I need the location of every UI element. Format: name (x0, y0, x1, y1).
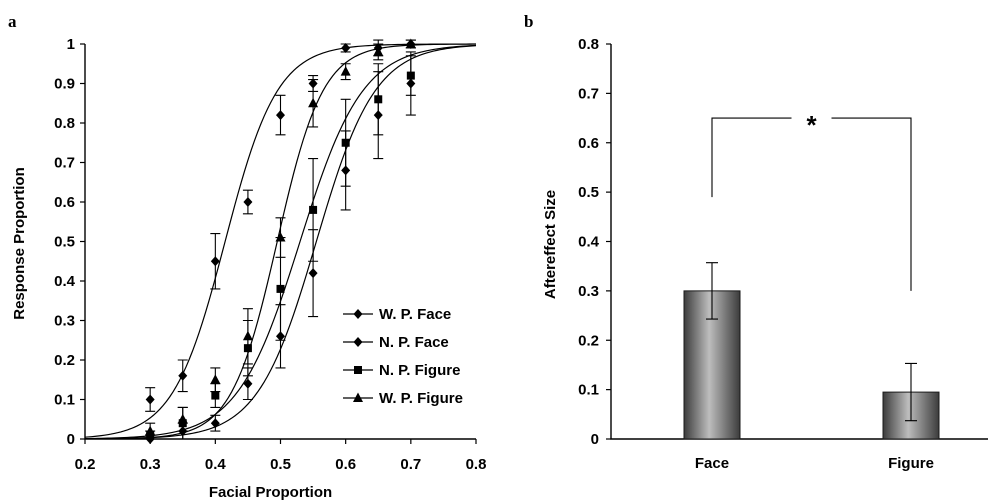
legend-label: N. P. Figure (379, 362, 460, 379)
legend-label: W. P. Face (379, 306, 451, 323)
panel-a-y-axis-label: Response Proportion (11, 167, 28, 320)
x-tick-label: 0.4 (205, 456, 227, 473)
y-tick-label: 0.6 (54, 194, 75, 211)
y-tick-label: 0.7 (578, 85, 599, 102)
panel-b-letter: b (524, 12, 533, 31)
legend-label: W. P. Figure (379, 390, 463, 407)
data-point (242, 330, 253, 341)
significance-star: * (806, 110, 817, 140)
data-point (243, 344, 252, 353)
panel-a-chart: a 00.10.20.30.40.50.60.70.80.91 0.2 0.3 0.… (8, 12, 486, 501)
y-tick-label: 0.3 (578, 283, 599, 300)
data-point (145, 425, 156, 436)
data-point (275, 232, 286, 242)
legend-marker (353, 309, 363, 319)
x-tick-label: 0.7 (400, 456, 421, 473)
panel-a-x-axis-label: Facial Proportion (209, 484, 332, 501)
y-tick-label: 0.8 (54, 115, 75, 132)
data-point (243, 378, 253, 389)
data-point (177, 413, 188, 424)
data-point (308, 268, 318, 279)
data-point (406, 78, 416, 89)
data-point (210, 374, 221, 384)
y-tick-label: 0.1 (578, 382, 599, 399)
data-point (210, 418, 220, 429)
y-tick-label: 0.9 (54, 76, 75, 93)
y-tick-label: 0.6 (578, 135, 599, 152)
panel-b-x-ticks: Face Figure (695, 455, 934, 472)
data-point (308, 78, 318, 89)
x-tick-label: 0.5 (270, 456, 291, 473)
data-point (276, 284, 285, 293)
y-tick-label: 0 (67, 431, 75, 448)
x-tick-label: 0.6 (335, 456, 356, 473)
x-tick-label: 0.3 (140, 456, 161, 473)
data-point (276, 331, 285, 342)
y-tick-label: 0.2 (578, 332, 599, 349)
error-bar (706, 262, 718, 320)
y-tick-label: 0.7 (54, 155, 75, 172)
y-tick-label: 0.4 (578, 234, 600, 251)
panel-b-chart: b 0 0.1 0.2 0.3 0.4 0.5 0.6 0.7 0.8 Face Figure *… (524, 12, 988, 472)
y-tick-label: 0.5 (578, 184, 599, 201)
x-category-label: Face (695, 455, 729, 472)
x-category-label: Figure (888, 455, 934, 472)
data-point (341, 42, 351, 53)
x-tick-label: 0.8 (466, 456, 487, 473)
y-tick-label: 0.1 (54, 392, 75, 409)
legend-marker (354, 366, 362, 374)
legend-marker (353, 392, 363, 402)
y-tick-label: 0.5 (54, 234, 75, 251)
data-point (341, 165, 351, 176)
panel-a-data-points (145, 38, 416, 444)
data-point (405, 38, 416, 48)
data-point (145, 394, 155, 405)
y-tick-label: 0 (591, 431, 599, 448)
y-tick-label: 0.3 (54, 313, 75, 330)
y-tick-label: 0.8 (578, 36, 599, 53)
panel-b-y-axis-label: Aftereffect Size (542, 190, 559, 299)
panel-b-axes (610, 44, 988, 440)
data-point (341, 138, 350, 147)
data-point (374, 95, 383, 104)
legend-marker (353, 337, 363, 347)
y-tick-label: 0.2 (54, 352, 75, 369)
data-point (373, 110, 383, 121)
panel-b-bars (683, 290, 940, 440)
data-point (178, 426, 188, 437)
panel-a-legend: W. P. Face N. P. Face N. P. Figure W. P. Fi… (343, 306, 463, 407)
y-tick-label: 0.4 (54, 273, 76, 290)
data-point (210, 256, 220, 267)
panel-b-error-bars (706, 262, 917, 422)
panel-a-x-ticks: 0.2 0.3 0.4 0.5 0.6 0.7 0.8 (75, 439, 487, 473)
data-point (373, 46, 384, 56)
data-point (211, 391, 220, 400)
panel-a-y-ticks: 0 0.1 0.2 0.3 0.4 0.5 0.6 0.7 0.8 0.9 1 (54, 36, 85, 448)
panel-b-y-ticks: 0 0.1 0.2 0.3 0.4 0.5 0.6 0.7 0.8 (578, 36, 611, 448)
y-tick-label: 1 (67, 36, 75, 53)
data-point (178, 370, 188, 381)
data-point (276, 110, 285, 121)
data-point (309, 205, 318, 214)
data-point (406, 71, 415, 80)
data-point (308, 97, 319, 108)
error-bar (905, 362, 917, 422)
x-tick-label: 0.2 (75, 456, 96, 473)
panel-a-letter: a (8, 12, 17, 31)
data-point (243, 197, 253, 207)
data-point (340, 66, 351, 76)
legend-label: N. P. Face (379, 334, 449, 351)
significance-bracket (711, 117, 912, 291)
